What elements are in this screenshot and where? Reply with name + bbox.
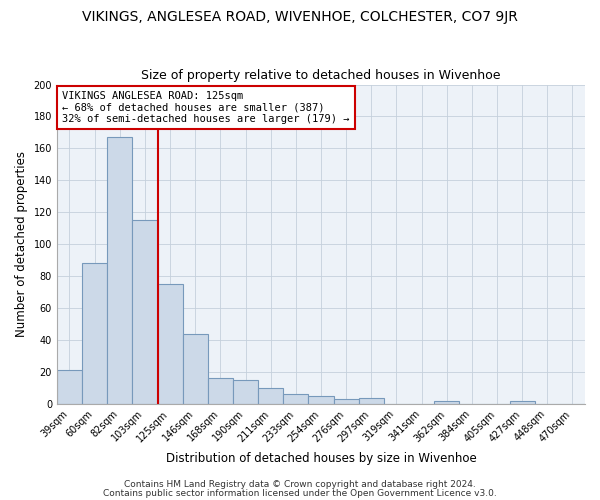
- Bar: [107, 137, 133, 404]
- X-axis label: Distribution of detached houses by size in Wivenhoe: Distribution of detached houses by size …: [166, 452, 476, 465]
- Bar: [283, 394, 308, 404]
- Bar: [434, 400, 459, 404]
- Bar: [158, 284, 182, 404]
- Text: VIKINGS, ANGLESEA ROAD, WIVENHOE, COLCHESTER, CO7 9JR: VIKINGS, ANGLESEA ROAD, WIVENHOE, COLCHE…: [82, 10, 518, 24]
- Text: Contains HM Land Registry data © Crown copyright and database right 2024.: Contains HM Land Registry data © Crown c…: [124, 480, 476, 489]
- Bar: [133, 220, 158, 404]
- Bar: [57, 370, 82, 404]
- Y-axis label: Number of detached properties: Number of detached properties: [15, 151, 28, 337]
- Text: Contains public sector information licensed under the Open Government Licence v3: Contains public sector information licen…: [103, 488, 497, 498]
- Bar: [509, 400, 535, 404]
- Text: VIKINGS ANGLESEA ROAD: 125sqm
← 68% of detached houses are smaller (387)
32% of : VIKINGS ANGLESEA ROAD: 125sqm ← 68% of d…: [62, 91, 350, 124]
- Bar: [182, 334, 208, 404]
- Bar: [308, 396, 334, 404]
- Bar: [82, 264, 107, 404]
- Bar: [359, 398, 384, 404]
- Title: Size of property relative to detached houses in Wivenhoe: Size of property relative to detached ho…: [141, 69, 501, 82]
- Bar: [233, 380, 258, 404]
- Bar: [334, 399, 359, 404]
- Bar: [258, 388, 283, 404]
- Bar: [208, 378, 233, 404]
